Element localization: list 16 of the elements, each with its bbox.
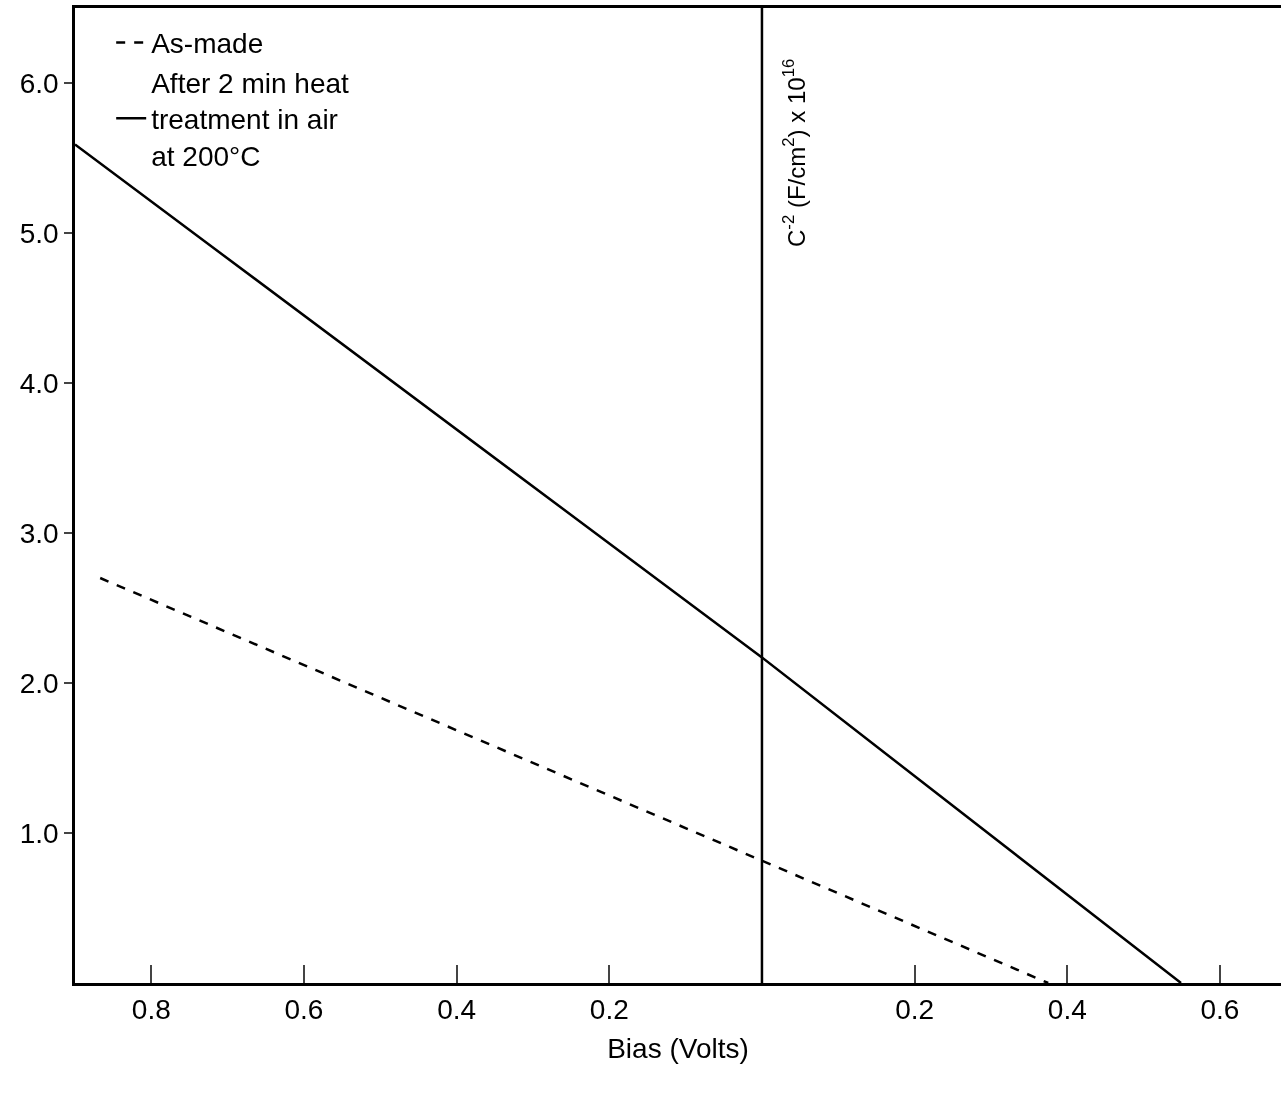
legend-label: After 2 min heat treatment in air at 200°C xyxy=(151,67,350,172)
x-tick-label: 0.6 xyxy=(284,994,324,1026)
x-tick-label: 0.2 xyxy=(589,994,629,1026)
y-tick-label: 1.0 xyxy=(19,817,59,849)
y-tick-label: 4.0 xyxy=(19,367,59,399)
y-tick-label: 5.0 xyxy=(19,217,59,249)
y-tick-label: 3.0 xyxy=(19,517,59,549)
x-tick-label: 0.4 xyxy=(437,994,477,1026)
x-tick-label: 0.6 xyxy=(1200,994,1240,1026)
x-tick-label: 0.2 xyxy=(895,994,935,1026)
x-tick-label: 0.8 xyxy=(131,994,171,1026)
y-tick-label: 2.0 xyxy=(19,667,59,699)
x-axis-title: Bias (Volts) xyxy=(607,1033,749,1065)
legend-label: As-made xyxy=(151,28,264,60)
y-tick-label: 6.0 xyxy=(19,67,59,99)
x-tick-label: 0.4 xyxy=(1047,994,1087,1026)
